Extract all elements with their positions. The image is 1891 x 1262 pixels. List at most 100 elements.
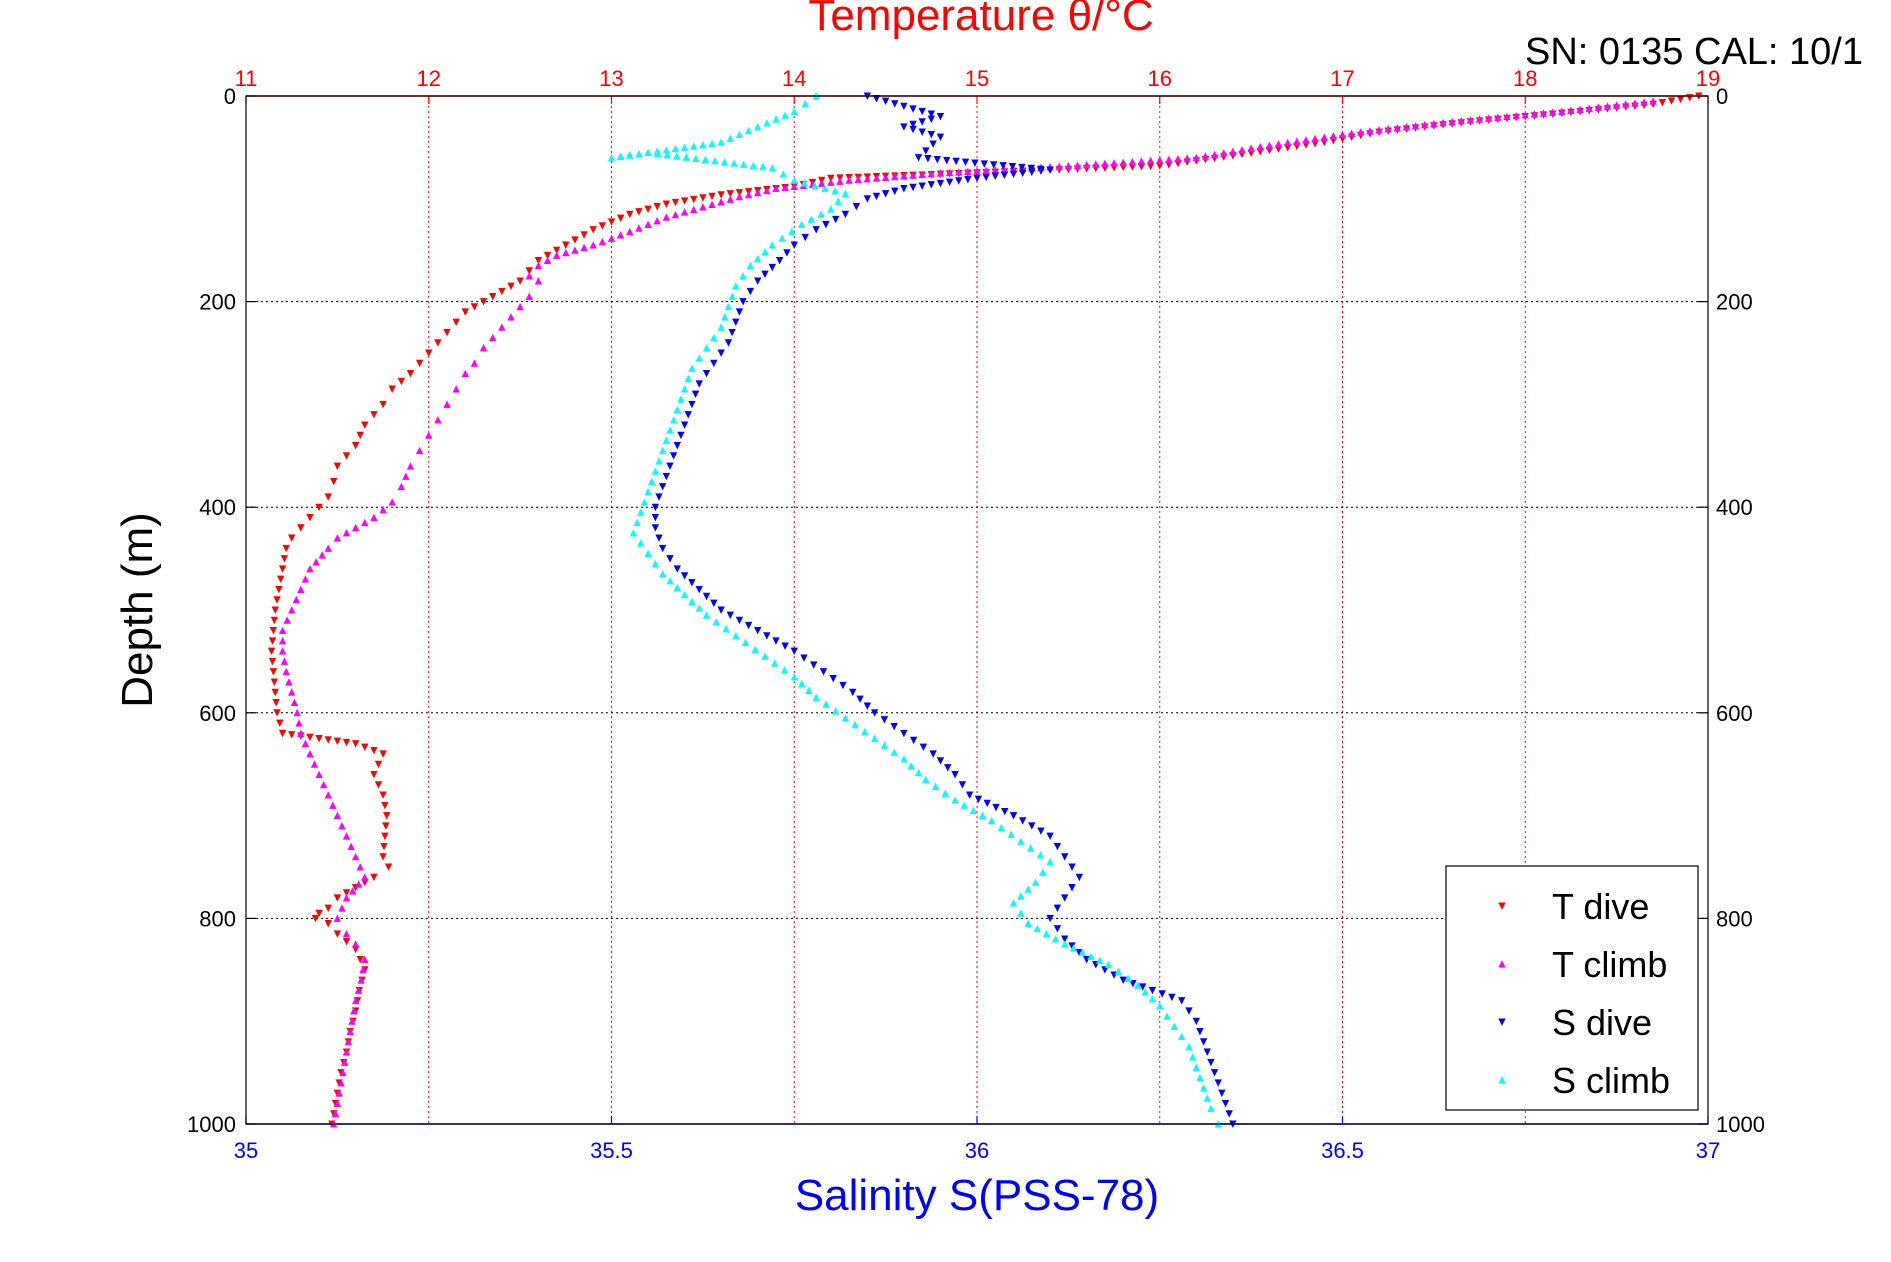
data-point: [516, 277, 524, 285]
data-point: [690, 142, 698, 150]
data-point: [1019, 169, 1027, 177]
data-point: [425, 431, 433, 439]
data-point: [909, 120, 917, 129]
data-point: [1430, 119, 1438, 128]
data-point: [379, 400, 387, 409]
data-point: [1558, 107, 1566, 115]
data-point: [1019, 817, 1027, 825]
data-point: [342, 929, 351, 938]
data-point: [772, 184, 780, 193]
data-point: [673, 442, 681, 450]
data-point: [983, 799, 991, 808]
data-point: [805, 686, 813, 695]
data-point: [402, 472, 410, 480]
temperature-tick-label: 13: [599, 66, 623, 91]
data-point: [680, 572, 689, 580]
data-point: [342, 832, 351, 840]
data-point: [761, 248, 769, 256]
data-point: [927, 115, 935, 124]
data-point: [1046, 166, 1054, 174]
data-point: [1521, 110, 1529, 119]
data-point: [1042, 929, 1051, 938]
data-point: [973, 167, 981, 175]
data-point: [301, 739, 310, 748]
data-point: [543, 251, 552, 260]
data-point: [653, 203, 661, 211]
data-point: [941, 789, 950, 797]
data-point: [726, 190, 734, 198]
data-point: [951, 770, 959, 779]
data-point: [810, 661, 818, 669]
data-point: [768, 164, 777, 172]
data-point: [927, 169, 935, 178]
data-point: [666, 426, 674, 434]
data-point: [900, 755, 908, 763]
salinity-tick-label: 37: [1696, 1138, 1720, 1163]
data-point: [315, 735, 323, 743]
data-point: [1092, 160, 1100, 168]
data-point: [271, 606, 279, 614]
data-point: [1068, 863, 1076, 871]
data-point: [415, 446, 424, 455]
data-point: [1008, 162, 1017, 171]
data-point: [870, 734, 879, 742]
data-point: [720, 158, 729, 166]
data-point: [470, 303, 479, 311]
data-point: [397, 482, 406, 491]
data-point: [278, 729, 287, 738]
temperature-tick-label: 12: [417, 66, 441, 91]
data-point: [1196, 1027, 1204, 1036]
data-point: [498, 287, 506, 296]
data-point: [370, 411, 378, 419]
data-point: [881, 173, 890, 181]
data-point: [1366, 127, 1374, 135]
data-point: [434, 339, 442, 347]
data-point: [1676, 95, 1685, 104]
data-point: [771, 659, 779, 667]
data-point: [1000, 171, 1009, 180]
data-point: [735, 189, 744, 197]
data-point: [909, 125, 917, 134]
data-point: [861, 727, 869, 736]
data-point: [651, 524, 660, 532]
data-point: [691, 390, 700, 398]
data-point: [927, 181, 935, 189]
data-point: [712, 618, 720, 626]
legend-marker: [1498, 960, 1506, 968]
data-point: [918, 107, 926, 116]
data-point: [637, 539, 645, 547]
data-point: [292, 595, 300, 604]
data-point: [726, 134, 734, 142]
data-point: [288, 688, 296, 696]
data-point: [690, 205, 698, 214]
data-point: [543, 256, 552, 264]
data-point: [330, 478, 338, 486]
data-point: [918, 118, 926, 126]
data-point: [1124, 974, 1132, 982]
data-point: [863, 702, 872, 710]
data-point: [344, 1037, 353, 1046]
data-point: [1667, 97, 1676, 105]
series-s-dive: [651, 92, 1237, 1128]
data-point: [695, 585, 703, 594]
data-point: [739, 272, 747, 280]
data-point: [1320, 133, 1328, 141]
data-point: [754, 254, 762, 263]
data-point: [710, 359, 718, 368]
data-point: [1512, 111, 1520, 120]
data-point: [1061, 894, 1069, 902]
data-point: [699, 140, 707, 149]
data-point: [361, 873, 369, 881]
data-point: [1170, 1022, 1179, 1030]
data-point: [870, 709, 879, 717]
data-point: [666, 462, 674, 470]
data-point: [1114, 967, 1123, 976]
data-point: [342, 452, 351, 460]
legend-label: T dive: [1552, 886, 1649, 927]
data-point: [443, 328, 451, 337]
data-point: [827, 174, 835, 183]
data-point: [273, 596, 281, 604]
data-point: [315, 770, 323, 778]
data-point: [340, 1058, 349, 1066]
data-point: [971, 159, 979, 167]
